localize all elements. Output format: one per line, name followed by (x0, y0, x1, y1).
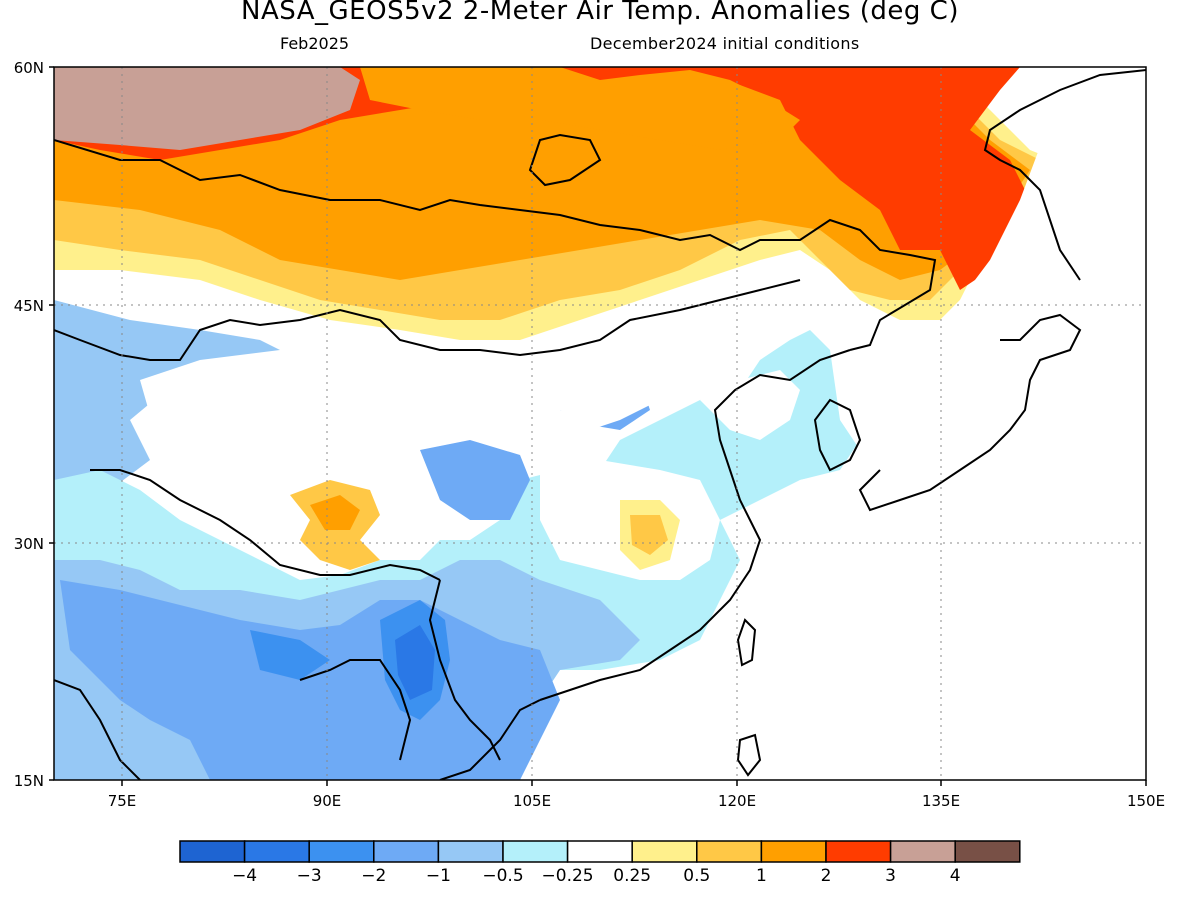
colorbar-label: 0.5 (683, 866, 710, 886)
tick-marks (49, 66, 1147, 786)
lon-tick-label: 105E (513, 792, 551, 810)
lat-tick-label: 60N (14, 59, 44, 77)
colorbar-swatch (243, 840, 310, 863)
colorbar-swatch (566, 840, 633, 863)
colorbar-label: 4 (950, 866, 961, 886)
forecast-month: Feb2025 (280, 34, 350, 53)
warm-blob-central-china-core (630, 515, 668, 555)
colorbar-swatch (502, 840, 569, 863)
colorbar-label: −2 (361, 866, 386, 886)
lon-tick-label: 75E (108, 792, 137, 810)
initial-conditions: December2024 initial conditions (590, 34, 860, 53)
colorbar-swatch (889, 840, 956, 863)
colorbar-swatch (179, 840, 246, 863)
lon-tick-label: 150E (1127, 792, 1165, 810)
colorbar-label: 3 (885, 866, 896, 886)
ocean-mask-bay (700, 370, 800, 440)
colorbar-label: −0.5 (482, 866, 523, 886)
neutral-area-north-china (140, 290, 810, 430)
colorbar-swatch (696, 840, 763, 863)
colorbar-swatch (308, 840, 375, 863)
colorbar-label: −0.25 (542, 866, 594, 886)
gridlines (54, 67, 1146, 780)
colorbar-label: 0.25 (613, 866, 651, 886)
lat-tick-label: 15N (14, 772, 44, 790)
lon-tick-label: 135E (922, 792, 960, 810)
colorbar-label: 2 (821, 866, 832, 886)
colorbar-swatch (437, 840, 504, 863)
map-title: NASA_GEOS5v2 2-Meter Air Temp. Anomalies… (241, 0, 959, 26)
warm-anomaly-extreme (54, 67, 360, 150)
colorbar-label: −1 (426, 866, 451, 886)
lon-tick-label: 120E (718, 792, 756, 810)
lat-tick-label: 30N (14, 535, 44, 553)
colorbar-label: 1 (756, 866, 767, 886)
lon-tick-label: 90E (313, 792, 342, 810)
map-frame (53, 66, 1147, 781)
cold-anomaly-core-dark (395, 625, 435, 700)
colorbar-swatch (760, 840, 827, 863)
lat-tick-label: 45N (14, 297, 44, 315)
colorbar-swatch (373, 840, 440, 863)
colorbar-label: −4 (232, 866, 257, 886)
colorbar-swatch (954, 840, 1021, 863)
cold-anomaly-india (250, 630, 330, 680)
colorbar-swatch (825, 840, 892, 863)
cold-anomaly-blob-tibet (420, 440, 530, 520)
colorbar-label: −3 (297, 866, 322, 886)
coastlines (54, 69, 1146, 780)
ocean-mask (720, 67, 1146, 780)
warm-blob-tibet-core (310, 495, 360, 530)
colorbar-swatch (631, 840, 698, 863)
warm-anomaly-inner-orange (360, 67, 800, 150)
